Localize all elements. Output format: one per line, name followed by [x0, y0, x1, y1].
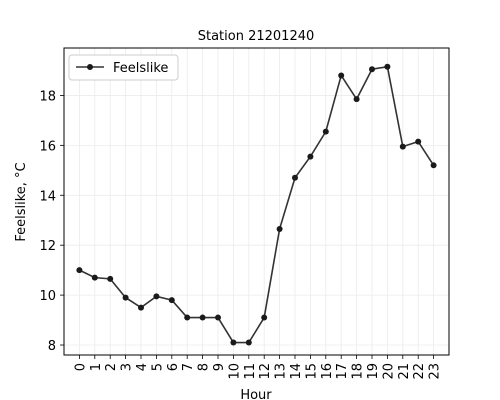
x-tick-label: 5	[150, 363, 165, 371]
y-tick-label: 12	[39, 239, 56, 254]
data-point	[292, 174, 298, 181]
series-line	[79, 65, 435, 344]
x-tick-label: 14	[289, 363, 304, 380]
x-tick-label: 8	[197, 363, 212, 371]
data-point	[138, 304, 144, 311]
y-tick-label: 10	[39, 289, 56, 304]
x-tick-label: 19	[366, 363, 381, 380]
x-tick-label: 23	[428, 363, 443, 380]
data-point	[369, 66, 375, 73]
x-tick-label: 12	[258, 363, 273, 380]
x-axis-label: Hour	[240, 388, 272, 400]
data-point	[107, 275, 114, 282]
x-tick-label: 18	[351, 363, 366, 380]
x-tick-label: 13	[274, 363, 289, 380]
data-point	[430, 162, 437, 169]
y-axis-label: Feelslike, °C	[14, 162, 29, 241]
x-tick-label: 15	[304, 363, 319, 380]
data-point	[215, 314, 221, 321]
x-tick-label: 17	[335, 363, 350, 380]
data-point	[322, 128, 329, 135]
data-point	[122, 294, 129, 301]
data-point	[307, 153, 314, 160]
data-point	[353, 96, 360, 103]
x-tick-label: 3	[120, 363, 135, 371]
data-point	[153, 293, 160, 300]
data-point	[199, 314, 206, 321]
x-tick-label: 1	[89, 363, 104, 371]
y-tick-label: 8	[48, 339, 56, 354]
y-tick-label: 18	[39, 89, 56, 104]
x-tick-label: 7	[181, 363, 196, 371]
data-point	[384, 63, 391, 70]
x-tick-label: 16	[320, 363, 335, 380]
plot-frame	[63, 47, 450, 356]
data-point	[245, 339, 252, 346]
data-point	[261, 314, 268, 321]
data-point	[76, 267, 83, 274]
grid	[64, 48, 449, 355]
legend: Feelslike	[68, 54, 179, 81]
series-layer	[76, 63, 437, 346]
data-point	[338, 72, 345, 79]
data-point	[415, 138, 422, 145]
data-point	[230, 339, 237, 346]
x-tick-label: 4	[135, 363, 150, 371]
x-tick-label: 21	[397, 363, 412, 380]
x-tick-label: 2	[104, 363, 119, 371]
data-point	[276, 225, 283, 232]
x-tick-label: 9	[212, 363, 227, 371]
legend-swatch-marker	[87, 64, 93, 70]
x-tick-label: 20	[381, 363, 396, 380]
y-tick-label: 14	[39, 189, 56, 204]
chart-title: Station 21201240	[198, 29, 315, 44]
x-tick-label: 11	[243, 363, 258, 380]
data-point	[399, 143, 406, 150]
data-point	[168, 297, 175, 304]
data-point	[91, 274, 98, 281]
x-tick-label: 0	[73, 363, 88, 371]
y-axis: 8 10 12 14 16 18	[39, 89, 64, 354]
legend-box	[68, 54, 179, 81]
x-axis: 0 1 2 3 4 5 6 7 8 9 10 11 12 13 14 15 16 17 18 19 20 21 22 23	[73, 355, 443, 380]
data-point	[184, 314, 191, 321]
y-tick-label: 16	[39, 139, 56, 154]
x-tick-label: 22	[412, 363, 427, 380]
legend-label: Feelslike	[113, 61, 168, 76]
x-tick-label: 10	[227, 363, 242, 380]
x-tick-label: 6	[166, 363, 181, 371]
